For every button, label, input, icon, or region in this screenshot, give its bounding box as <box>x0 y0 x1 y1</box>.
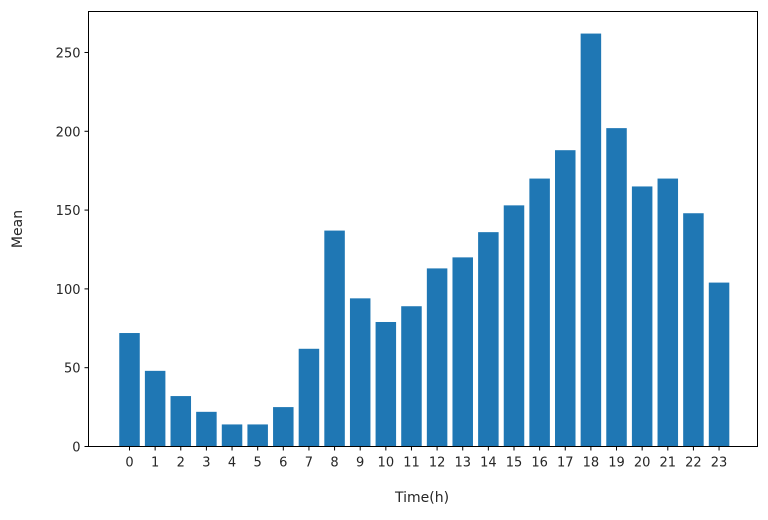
x-tick-label: 1 <box>151 456 159 471</box>
x-tick-label: 16 <box>531 456 548 471</box>
y-tick-label: 100 <box>56 283 81 298</box>
bar-2 <box>170 396 192 447</box>
x-tick-label: 6 <box>279 456 287 471</box>
x-tick-label: 20 <box>634 456 651 471</box>
bar-8 <box>324 230 345 447</box>
x-tick-label: 4 <box>228 456 236 471</box>
bar-18 <box>580 33 602 447</box>
bar-13 <box>452 257 473 447</box>
bar-9 <box>349 298 371 447</box>
bar-7 <box>298 348 320 447</box>
bar-21 <box>657 178 679 447</box>
bars <box>119 33 730 447</box>
bar-16 <box>529 178 550 447</box>
bar-11 <box>401 306 422 447</box>
x-tick-label: 12 <box>429 456 446 471</box>
bar-20 <box>631 186 653 447</box>
bar-22 <box>683 213 704 447</box>
y-axis: 0 50 100 150 200 250 <box>56 46 89 456</box>
bar-10 <box>375 321 397 447</box>
bar-1 <box>144 370 166 447</box>
bar-23 <box>708 282 730 447</box>
x-tick-label: 11 <box>403 456 420 471</box>
x-tick-label: 23 <box>711 456 728 471</box>
x-tick-label: 17 <box>557 456 574 471</box>
x-tick-label: 21 <box>660 456 677 471</box>
x-tick-label: 15 <box>506 456 523 471</box>
bar-15 <box>503 205 525 447</box>
x-tick-label: 10 <box>378 456 395 471</box>
y-tick-label: 150 <box>56 204 81 219</box>
x-tick-label: 18 <box>583 456 600 471</box>
x-tick-label: 19 <box>608 456 625 471</box>
x-tick-label: 5 <box>254 456 262 471</box>
x-tick-label: 14 <box>480 456 497 471</box>
x-tick-label: 9 <box>356 456 364 471</box>
bar-5 <box>247 424 268 447</box>
y-tick-label: 50 <box>64 362 81 377</box>
plot-frame <box>88 11 758 447</box>
bar-12 <box>426 268 448 447</box>
y-axis-label: Mean <box>10 210 26 248</box>
y-tick-label: 250 <box>56 46 81 61</box>
y-tick-label: 200 <box>56 125 81 140</box>
bar-17 <box>555 150 576 447</box>
x-tick-label: 22 <box>685 456 702 471</box>
x-tick-label: 13 <box>454 456 471 471</box>
x-axis: 0 1 2 3 4 5 6 7 8 9 10 11 12 13 14 15 16 17 18 19 20 21 22 23 <box>125 446 728 471</box>
bar-6 <box>273 407 294 447</box>
x-tick-label: 7 <box>305 456 313 471</box>
x-tick-label: 0 <box>125 456 133 471</box>
bar-3 <box>196 411 217 447</box>
bar-4 <box>221 424 243 447</box>
x-axis-label: Time(h) <box>394 490 449 506</box>
bar-19 <box>606 128 627 447</box>
bar-14 <box>478 232 499 447</box>
bar-0 <box>119 333 140 447</box>
y-tick-label: 0 <box>72 441 80 456</box>
x-tick-label: 2 <box>177 456 185 471</box>
x-tick-label: 8 <box>330 456 338 471</box>
x-tick-label: 3 <box>202 456 210 471</box>
